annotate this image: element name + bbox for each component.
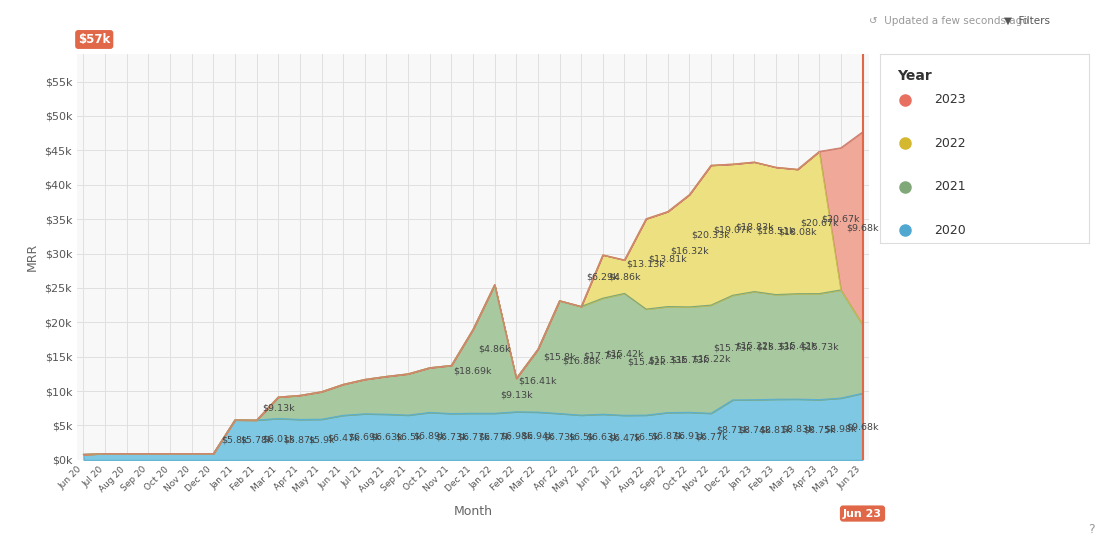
Text: $20.67k: $20.67k xyxy=(822,214,860,223)
Text: $6.29k: $6.29k xyxy=(586,272,619,281)
Text: $15.73k: $15.73k xyxy=(800,342,838,351)
Text: $8.71k: $8.71k xyxy=(716,425,749,434)
Text: $57k: $57k xyxy=(78,33,110,46)
Text: $9.13k: $9.13k xyxy=(500,391,532,400)
Text: $6.91k: $6.91k xyxy=(673,432,705,440)
Text: $15.8k: $15.8k xyxy=(543,353,575,361)
Text: $4.86k: $4.86k xyxy=(478,345,510,353)
Text: 2022: 2022 xyxy=(934,136,966,150)
Text: $15.33k: $15.33k xyxy=(757,342,795,352)
Text: $8.81k: $8.81k xyxy=(760,425,792,434)
Text: $6.63k: $6.63k xyxy=(586,433,619,441)
Text: $13.13k: $13.13k xyxy=(627,260,666,268)
Text: $9.68k: $9.68k xyxy=(846,224,879,233)
Text: $18.69k: $18.69k xyxy=(453,367,493,376)
Text: $5.8k: $5.8k xyxy=(222,436,249,444)
Text: $16.41k: $16.41k xyxy=(519,376,558,385)
Text: $8.98k: $8.98k xyxy=(825,425,857,433)
Text: $8.83k: $8.83k xyxy=(781,425,814,434)
Text: $15.22k: $15.22k xyxy=(692,355,730,364)
Text: $15.42k: $15.42k xyxy=(627,358,666,367)
Text: $8.75k: $8.75k xyxy=(803,425,836,434)
Text: Year: Year xyxy=(896,69,932,83)
Text: $18.83k: $18.83k xyxy=(735,222,773,232)
Text: $6.47k: $6.47k xyxy=(608,433,640,442)
Text: $5.78k: $5.78k xyxy=(241,436,273,445)
Text: $6.69k: $6.69k xyxy=(349,432,381,441)
Text: $6.5k: $6.5k xyxy=(632,433,659,442)
Text: $4.86k: $4.86k xyxy=(608,272,640,281)
Text: $6.87k: $6.87k xyxy=(651,432,684,441)
Text: $15.73k: $15.73k xyxy=(714,343,752,352)
Text: $20.67k: $20.67k xyxy=(800,218,838,227)
Text: $8.74k: $8.74k xyxy=(738,425,771,434)
Text: $15.73k: $15.73k xyxy=(670,355,708,364)
Text: $6.01k: $6.01k xyxy=(262,434,295,444)
Text: $9.68k: $9.68k xyxy=(846,422,879,431)
Text: $6.5k: $6.5k xyxy=(395,433,421,442)
Text: $6.63k: $6.63k xyxy=(370,433,403,441)
Text: $15.33k: $15.33k xyxy=(648,355,688,364)
Text: $16.88k: $16.88k xyxy=(562,357,601,365)
Text: $6.94k: $6.94k xyxy=(521,432,554,440)
Text: $15.22k: $15.22k xyxy=(735,341,773,350)
Text: $6.89k: $6.89k xyxy=(414,432,446,441)
X-axis label: Month: Month xyxy=(453,505,493,518)
Text: $15.42k: $15.42k xyxy=(779,342,817,351)
Text: $6.77k: $6.77k xyxy=(456,432,490,441)
Text: $5.9k: $5.9k xyxy=(308,435,334,444)
Text: Jun 23: Jun 23 xyxy=(843,509,882,518)
Text: $15.42k: $15.42k xyxy=(605,350,643,359)
Text: $6.73k: $6.73k xyxy=(434,432,468,441)
Text: $6.47k: $6.47k xyxy=(327,433,360,442)
Text: $9.13k: $9.13k xyxy=(262,403,295,412)
Text: 2023: 2023 xyxy=(934,93,966,106)
Text: ?: ? xyxy=(1088,523,1094,536)
Text: 2020: 2020 xyxy=(934,223,966,237)
Text: $6.77k: $6.77k xyxy=(478,432,510,441)
Text: $6.73k: $6.73k xyxy=(543,432,576,441)
Text: $6.77k: $6.77k xyxy=(695,432,727,441)
Text: $13.81k: $13.81k xyxy=(648,255,688,263)
Text: $5.87k: $5.87k xyxy=(284,435,316,444)
Text: $6.5k: $6.5k xyxy=(568,433,594,442)
Y-axis label: MRR: MRR xyxy=(26,243,39,271)
Text: $19.07k: $19.07k xyxy=(714,225,752,234)
Text: $16.32k: $16.32k xyxy=(670,246,708,255)
Text: $18.08k: $18.08k xyxy=(779,227,817,236)
Text: $17.73k: $17.73k xyxy=(583,352,623,361)
Text: 2021: 2021 xyxy=(934,180,966,193)
Text: $20.33k: $20.33k xyxy=(692,230,730,240)
Text: ▼  Filters: ▼ Filters xyxy=(1004,16,1050,26)
Text: ↺  Updated a few seconds ago: ↺ Updated a few seconds ago xyxy=(869,16,1028,26)
Text: $18.51k: $18.51k xyxy=(757,227,795,235)
Text: $6.98k: $6.98k xyxy=(500,431,532,440)
